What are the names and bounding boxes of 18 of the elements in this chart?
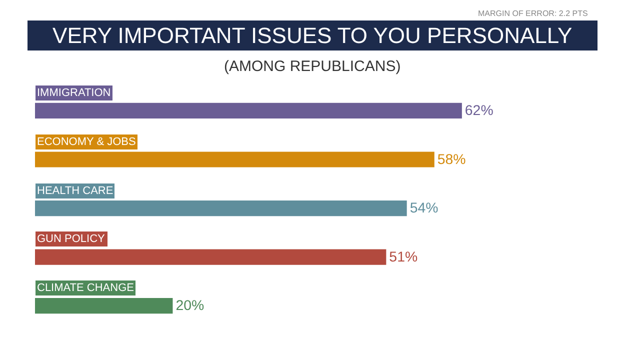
chart-title: VERY IMPORTANT ISSUES TO YOU PERSONALLY bbox=[52, 23, 572, 48]
bar bbox=[35, 298, 173, 314]
chart-subtitle: (AMONG REPUBLICANS) bbox=[224, 58, 401, 75]
data-label: 58% bbox=[437, 152, 466, 168]
y-tick-label: CLIMATE CHANGE bbox=[37, 282, 134, 294]
data-label: 51% bbox=[389, 249, 418, 266]
data-label: 54% bbox=[410, 200, 439, 217]
y-tick-label: IMMIGRATION bbox=[37, 87, 111, 99]
y-tick-label: ECONOMY & JOBS bbox=[37, 136, 136, 148]
y-tick-label: HEALTH CARE bbox=[37, 185, 114, 197]
bar bbox=[35, 249, 386, 265]
y-tick-label: GUN POLICY bbox=[37, 233, 106, 245]
bar bbox=[35, 102, 462, 119]
bar bbox=[35, 152, 434, 168]
text: MARGIN OF ERROR: 2.2 PTS bbox=[478, 9, 588, 18]
data-label: 62% bbox=[464, 102, 494, 119]
data-label: 20% bbox=[176, 298, 204, 314]
bar bbox=[35, 200, 407, 216]
